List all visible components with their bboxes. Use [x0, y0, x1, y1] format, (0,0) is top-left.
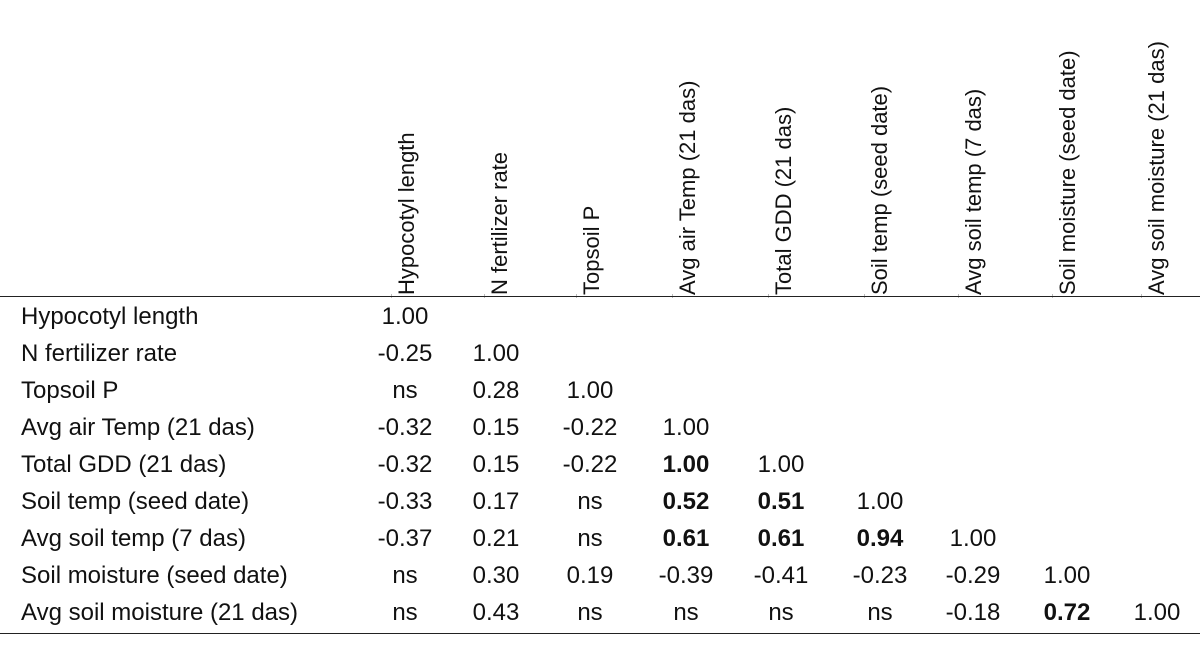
table-row: Soil temp (seed date) -0.33 0.17 ns 0.52 0.51… — [0, 484, 1200, 520]
column-header-label: Soil moisture (seed date) — [1055, 50, 1080, 295]
column-header-label: Hypocotyl length — [394, 132, 419, 295]
table-cell: 1.00 — [381, 303, 429, 330]
table-row: N fertilizer rate -0.25 1.00 — [0, 336, 1200, 372]
table-cell: -0.33 — [377, 488, 433, 515]
table-cell: 1.00 — [1043, 562, 1091, 589]
table-cell: 0.15 — [472, 451, 520, 478]
table-cell: 0.28 — [472, 377, 520, 404]
table-cell: -0.22 — [562, 414, 618, 441]
table-cell: 0.15 — [472, 414, 520, 441]
table-cell: 0.94 — [856, 525, 904, 552]
table-row: Topsoil P ns 0.28 1.00 — [0, 373, 1200, 409]
column-header-label: Soil temp (seed date) — [867, 85, 892, 295]
table-row: Total GDD (21 das) -0.32 0.15 -0.22 1.00 1.00 — [0, 447, 1200, 483]
row-label: Avg soil moisture (21 das) — [21, 599, 299, 626]
column-header-label: Topsoil P — [579, 205, 604, 295]
column-header-label: N fertilizer rate — [487, 151, 512, 295]
row-label: Total GDD (21 das) — [21, 451, 227, 478]
table-cell: 1.00 — [566, 377, 614, 404]
table-cell: 1.00 — [662, 451, 710, 478]
row-label: Soil temp (seed date) — [21, 488, 250, 515]
table-row: Avg soil temp (7 das) -0.37 0.21 ns 0.61 0.61… — [0, 521, 1200, 557]
row-label: Topsoil P — [21, 377, 119, 404]
table-cell: 0.30 — [472, 562, 520, 589]
table-cell: 1.00 — [662, 414, 710, 441]
column-header-label: Avg soil temp (7 das) — [961, 88, 986, 295]
table-cell: ns — [392, 562, 418, 589]
table-cell: 0.17 — [472, 488, 520, 515]
table-cell: 1.00 — [1133, 599, 1181, 626]
table-cell: 1.00 — [949, 525, 997, 552]
table-cell: ns — [392, 377, 418, 404]
row-label: N fertilizer rate — [21, 340, 178, 367]
table-cell: 0.52 — [662, 488, 710, 515]
table-cell: -0.23 — [852, 562, 908, 589]
table-cell: ns — [577, 599, 603, 626]
column-header-label: Avg soil moisture (21 das) — [1144, 41, 1169, 295]
table-row: Soil moisture (seed date) ns 0.30 0.19 -0.39… — [0, 558, 1200, 594]
row-label: Avg air Temp (21 das) — [21, 414, 255, 441]
table-cell: -0.37 — [377, 525, 433, 552]
table-cell: -0.32 — [377, 451, 433, 478]
table-cell: 0.72 — [1043, 599, 1091, 626]
header-rule — [0, 296, 1200, 297]
table-cell: ns — [768, 599, 794, 626]
bottom-rule — [0, 633, 1200, 634]
table-cell: 1.00 — [856, 488, 904, 515]
table-cell: -0.22 — [562, 451, 618, 478]
table-cell: 0.61 — [662, 525, 710, 552]
table-cell: ns — [577, 488, 603, 515]
row-label: Avg soil temp (7 das) — [21, 525, 246, 552]
table-cell: ns — [867, 599, 893, 626]
table-cell: 1.00 — [472, 340, 520, 367]
table-cell: 0.21 — [472, 525, 520, 552]
row-label: Soil moisture (seed date) — [21, 562, 288, 589]
table-cell: ns — [577, 525, 603, 552]
table-cell: -0.25 — [377, 340, 433, 367]
column-header-label: Total GDD (21 das) — [771, 106, 796, 295]
table-cell: 0.61 — [757, 525, 805, 552]
table-cell: ns — [673, 599, 699, 626]
table-cell: -0.18 — [945, 599, 1001, 626]
table-cell: -0.29 — [945, 562, 1001, 589]
table-cell: 0.43 — [472, 599, 520, 626]
table-cell: -0.41 — [753, 562, 809, 589]
column-header-label: Avg air Temp (21 das) — [675, 80, 700, 295]
table-cell: -0.32 — [377, 414, 433, 441]
table-row: Hypocotyl length 1.00 — [0, 299, 1200, 335]
row-label: Hypocotyl length — [21, 303, 199, 330]
table-cell: 1.00 — [757, 451, 805, 478]
table-cell: 0.19 — [566, 562, 614, 589]
table-row: Avg air Temp (21 das) -0.32 0.15 -0.22 1.00 — [0, 410, 1200, 446]
table-cell: 0.51 — [757, 488, 805, 515]
table-row: Avg soil moisture (21 das) ns 0.43 ns ns ns ns… — [0, 595, 1200, 631]
table-cell: ns — [392, 599, 418, 626]
table-cell: -0.39 — [658, 562, 714, 589]
